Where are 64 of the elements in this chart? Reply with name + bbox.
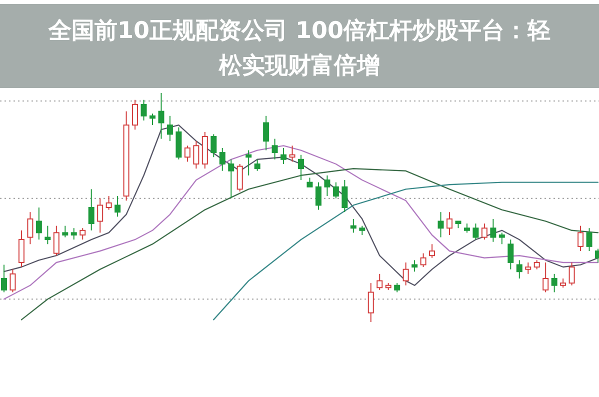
candlestick: [516, 260, 522, 279]
candlestick: [80, 228, 86, 240]
candlestick: [1, 264, 7, 293]
candlestick: [472, 223, 479, 240]
candlestick: [193, 140, 200, 170]
candlestick: [62, 225, 68, 238]
candlestick: [88, 188, 94, 231]
candlestick: [315, 182, 322, 210]
candlestick: [368, 282, 374, 322]
candlestick: [254, 158, 260, 172]
candlestick: [420, 252, 426, 268]
candlestick: [412, 260, 418, 272]
candlestick: [289, 145, 296, 162]
candlestick: [568, 262, 575, 286]
candlestick: [70, 228, 77, 240]
candlestick: [280, 147, 287, 164]
candlestick: [534, 260, 540, 270]
candlestick: [184, 145, 190, 162]
candlestick: [44, 225, 51, 245]
candlestick: [324, 174, 330, 197]
candlestick: [394, 282, 400, 293]
candlestick: [586, 228, 592, 252]
candlestick: [560, 278, 566, 288]
candlestick: [490, 218, 496, 242]
candlestick: [150, 113, 156, 126]
candlestick: [166, 115, 173, 142]
candlestick: [236, 163, 243, 192]
candlestick: [246, 150, 252, 176]
candlestick: [272, 138, 278, 160]
candlestick: [551, 273, 558, 293]
candlestick: [332, 182, 339, 199]
candlestick: [114, 196, 121, 218]
candlestick: [210, 134, 217, 158]
candlestick: [542, 262, 549, 293]
candlestick: [306, 177, 313, 188]
candlestick: [18, 230, 24, 268]
candlestick: [140, 99, 147, 121]
candlestick: [219, 147, 226, 172]
candlestick: [525, 262, 532, 274]
candlestick: [429, 244, 436, 258]
candlestick: [228, 158, 234, 199]
candlestick: [508, 239, 514, 270]
candlestick: [106, 196, 112, 210]
candlestick: [97, 198, 104, 234]
candlestick: [53, 225, 60, 256]
candlestick: [350, 218, 356, 234]
candlestick: [402, 262, 409, 286]
candlestick: [132, 99, 138, 130]
candlestick: [578, 225, 584, 252]
candlestick: [376, 273, 383, 290]
candlestick: [342, 180, 348, 213]
candlestick: [36, 207, 42, 240]
candlestick: [27, 212, 34, 245]
candlestick: [438, 212, 444, 238]
candlestick: [158, 92, 164, 140]
candlestick: [298, 154, 304, 181]
candlestick: [481, 223, 488, 240]
candlestick: [10, 268, 16, 293]
candlestick: [498, 232, 505, 245]
candlestick: [263, 115, 270, 151]
candlestick: [359, 225, 366, 236]
candlestick: [464, 223, 470, 234]
chart-title: 全国前10正规配资公司 100倍杠杆炒股平台：轻松实现财富倍增: [47, 18, 551, 79]
candlestick: [446, 212, 452, 236]
